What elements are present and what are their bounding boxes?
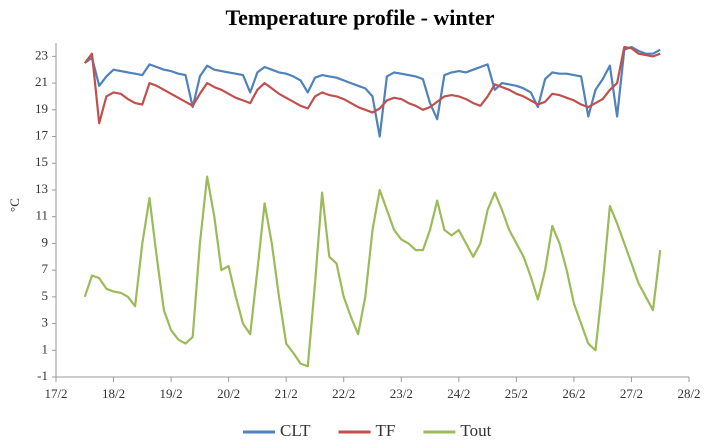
y-tick-label: 17 — [35, 128, 49, 143]
chart-title: Temperature profile - winter — [225, 5, 494, 30]
x-tick-label: 27/2 — [620, 386, 643, 401]
y-tick-label: 3 — [42, 315, 49, 330]
series-line — [83, 45, 661, 125]
x-tick-label: 21/2 — [275, 386, 298, 401]
legend-label: CLT — [280, 421, 311, 440]
y-tick-label: 19 — [35, 101, 48, 116]
x-tick-label: 23/2 — [390, 386, 413, 401]
y-tick-label: 9 — [42, 234, 49, 249]
x-tick-label: 17/2 — [44, 386, 67, 401]
x-tick-label: 18/2 — [102, 386, 125, 401]
y-axis-label: °C — [7, 198, 22, 212]
y-tick-label: 23 — [35, 47, 48, 62]
x-tick-label: 22/2 — [332, 386, 355, 401]
x-tick-label: 20/2 — [217, 386, 240, 401]
x-tick-label: 26/2 — [562, 386, 585, 401]
y-tick-label: 5 — [42, 288, 49, 303]
series-line — [83, 175, 662, 368]
y-tick-label: -1 — [37, 368, 48, 383]
legend-label: Tout — [460, 421, 491, 440]
y-tick-label: 21 — [35, 74, 48, 89]
x-tick-label: 25/2 — [505, 386, 528, 401]
series-line — [84, 45, 661, 138]
x-tick-label: 19/2 — [160, 386, 183, 401]
x-tick-label: 28/2 — [677, 386, 700, 401]
x-tick-label: 24/2 — [447, 386, 470, 401]
legend-label: TF — [376, 421, 396, 440]
y-tick-label: 7 — [42, 261, 49, 276]
y-tick-label: 13 — [35, 181, 48, 196]
y-tick-label: 15 — [35, 154, 48, 169]
y-tick-label: 11 — [35, 208, 48, 223]
y-tick-label: 1 — [42, 341, 49, 356]
